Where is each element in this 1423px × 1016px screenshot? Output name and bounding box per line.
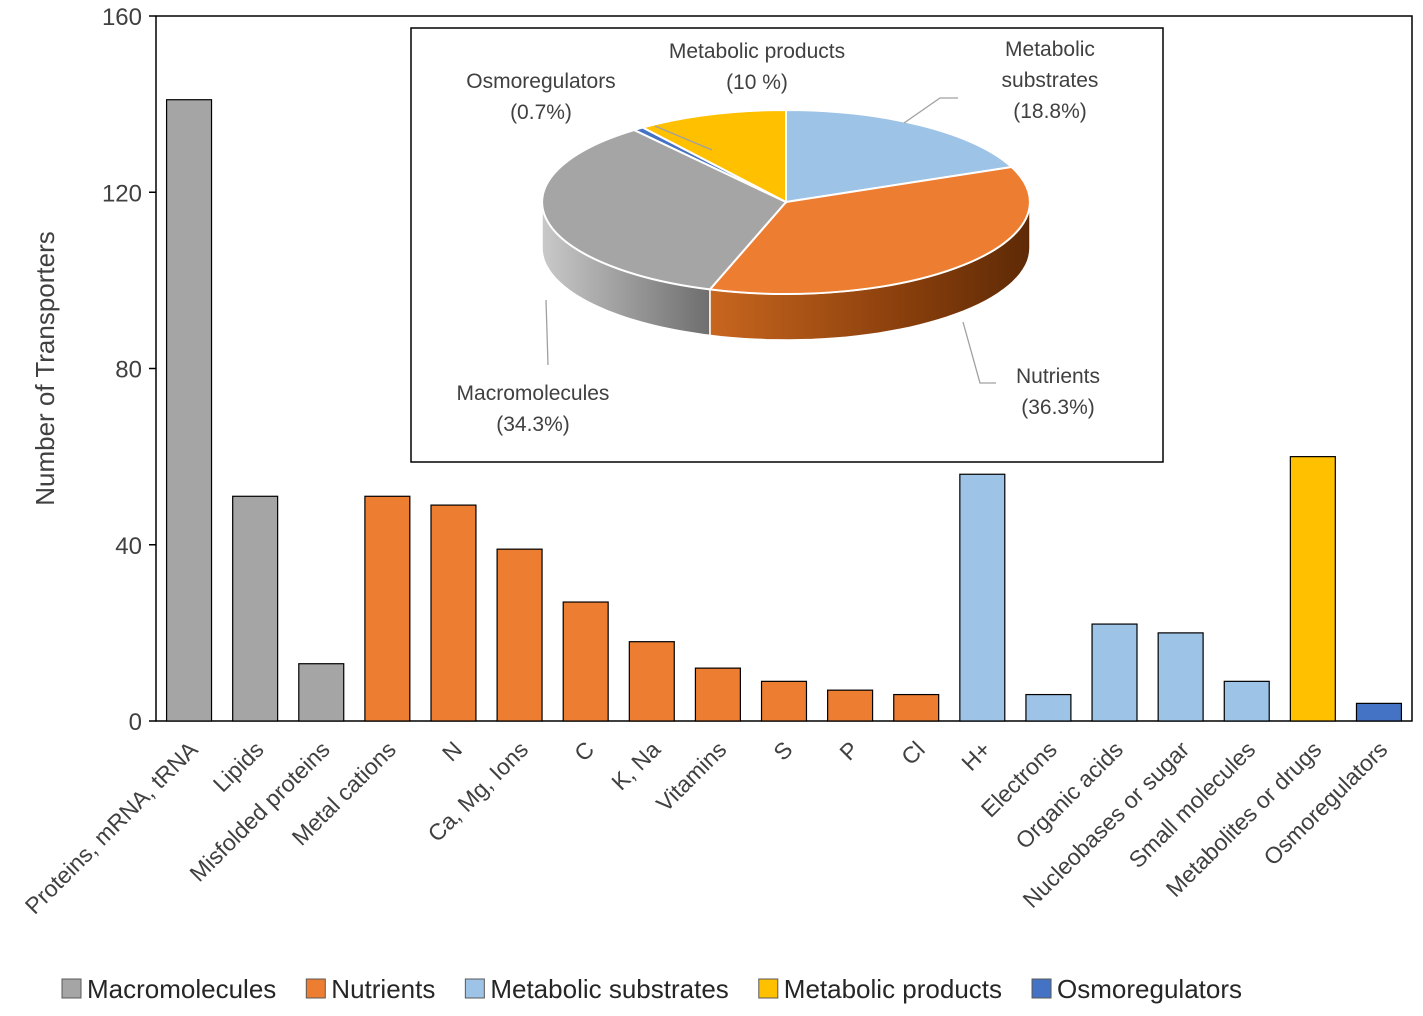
pie-slice-label: Macromolecules: [457, 382, 610, 405]
bar-osmoregulators: [1355, 702, 1403, 722]
pie-slice-percent: (10 %): [726, 71, 788, 94]
pie-slice-percent: (36.3%): [1021, 396, 1095, 419]
legend-swatch-metabolic-substrates: [464, 978, 485, 999]
pie-slice-metabolic-substrates: [785, 108, 1014, 204]
bar-p: [827, 689, 874, 722]
y-tick-label: 160: [102, 4, 142, 31]
x-category-label: C: [569, 736, 599, 766]
pie-slice-nutrients: [707, 165, 1031, 295]
pie-slice-percent: (0.7%): [510, 101, 572, 124]
pie-slice-label: substrates: [1002, 69, 1099, 92]
bar-small-molecules: [1223, 680, 1270, 722]
x-category-label: P: [834, 736, 863, 765]
x-category-label: Proteins, mRNA, tRNA: [20, 736, 203, 919]
pie-slice-label: Metabolic: [1005, 38, 1095, 61]
x-category-label: S: [768, 736, 797, 765]
x-category-label: Ca, Mg, Ions: [423, 736, 534, 847]
pie-slice-label: Osmoregulators: [466, 70, 615, 93]
x-category-label: Osmoregulators: [1258, 736, 1392, 870]
legend-swatch-osmoregulators: [1031, 978, 1052, 999]
y-tick-label: 40: [115, 533, 142, 560]
pie-inset: Metabolic substrates (18.8%) Nutrients (36.3…: [410, 27, 1164, 463]
chart-legend: Macromolecules Nutrients Metabolic substra…: [61, 974, 1242, 1004]
bar-metabolites-or-drugs: [1289, 456, 1336, 722]
bar-s: [760, 680, 808, 722]
pie-leader-line: [545, 299, 549, 366]
bar-organic-acids: [1091, 623, 1138, 722]
legend-swatch-metabolic-products: [758, 978, 779, 999]
bar-electrons: [1025, 693, 1072, 722]
pie-leader-line: [903, 97, 958, 124]
y-tick-label: 120: [102, 180, 142, 207]
x-category-label: Vitamins: [651, 736, 731, 816]
bar-n: [430, 504, 477, 722]
bar-misfolded-proteins: [298, 663, 345, 722]
pie-slice-macromolecules: [541, 128, 788, 291]
bar-vitamins: [694, 667, 741, 722]
pie-slice-percent: (18.8%): [1013, 100, 1087, 123]
bar-k-na: [628, 641, 675, 722]
legend-label: Metabolic substrates: [490, 974, 728, 1004]
y-tick-label: 0: [129, 709, 142, 736]
legend-label: Metabolic products: [784, 974, 1002, 1004]
pie-leader-line: [654, 125, 713, 151]
pie-slice-metabolic-products: [639, 108, 787, 204]
legend-label: Osmoregulators: [1057, 974, 1242, 1004]
y-axis-title: Number of Transporters: [30, 231, 60, 506]
bar-lipids: [232, 495, 279, 722]
bar-h-: [959, 473, 1006, 722]
x-category-label: Lipids: [208, 736, 269, 797]
legend-swatch-nutrients: [305, 978, 326, 999]
bar-nucleobases-or-sugar: [1157, 632, 1204, 722]
pie-slice-label: Metabolic products: [669, 40, 845, 63]
pie-leader-line: [962, 321, 996, 384]
x-category-label: N: [437, 736, 467, 766]
bar-cl: [893, 693, 940, 722]
bar-ca-mg-ions: [496, 548, 543, 722]
legend-label: Nutrients: [331, 974, 435, 1004]
y-tick-label: 80: [115, 357, 142, 384]
x-category-label: K, Na: [606, 736, 665, 795]
pie-slice-percent: (34.3%): [496, 413, 570, 436]
pie-slice-label: Nutrients: [1016, 365, 1100, 388]
legend-swatch-macromolecules: [61, 978, 82, 999]
legend-label: Macromolecules: [87, 974, 276, 1004]
bar-proteins-mrna-trna: [165, 99, 213, 722]
x-category-label: H+: [956, 736, 996, 776]
bar-metal-cations: [364, 495, 411, 722]
x-category-label: Cl: [896, 736, 930, 770]
bar-c: [562, 601, 609, 722]
